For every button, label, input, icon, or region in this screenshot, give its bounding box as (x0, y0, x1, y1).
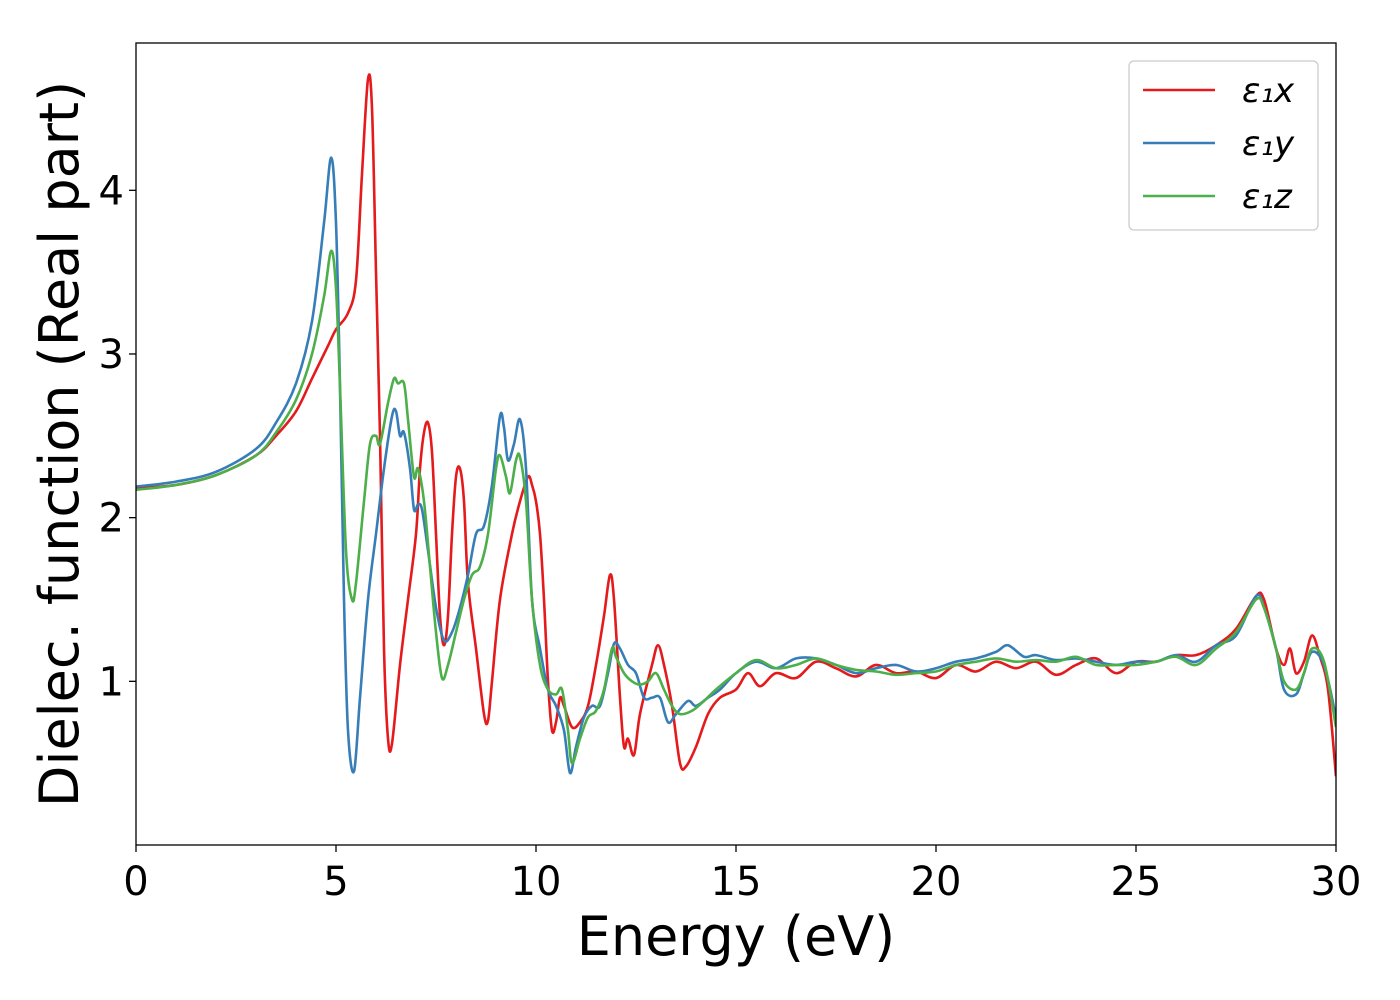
x-tick-label: 15 (711, 859, 762, 905)
series-line-e1y (136, 156, 1336, 775)
legend-item-e1y: ε₁y (1143, 124, 1295, 164)
y-axis-ticks: 1 2 3 4 (99, 168, 136, 705)
y-tick-label: 4 (99, 168, 124, 214)
y-tick-label: 1 (99, 659, 124, 705)
legend-label: ε₁z (1242, 177, 1293, 217)
x-tick-label: 5 (323, 859, 348, 905)
x-tick-label: 25 (1111, 859, 1162, 905)
x-axis-ticks: 0 5 10 15 20 25 30 (123, 845, 1361, 905)
legend: ε₁x ε₁y ε₁z (1128, 60, 1319, 231)
y-axis-title: Dielec. function (Real part) (28, 81, 91, 807)
x-axis-title: Energy (eV) (577, 905, 896, 968)
x-tick-label: 0 (123, 859, 148, 905)
x-tick-label: 10 (511, 859, 562, 905)
x-tick-label: 30 (1311, 859, 1362, 905)
x-tick-label: 20 (911, 859, 962, 905)
y-tick-label: 3 (99, 332, 124, 378)
series-line-e1z (136, 249, 1336, 765)
legend-label: ε₁x (1242, 71, 1295, 111)
series-line-e1x (136, 73, 1336, 777)
legend-box (1128, 60, 1319, 231)
legend-item-e1x: ε₁x (1143, 71, 1295, 111)
series-lines (136, 73, 1336, 777)
legend-item-e1z: ε₁z (1143, 177, 1293, 217)
legend-label: ε₁y (1242, 124, 1295, 164)
y-tick-label: 2 (99, 496, 124, 542)
